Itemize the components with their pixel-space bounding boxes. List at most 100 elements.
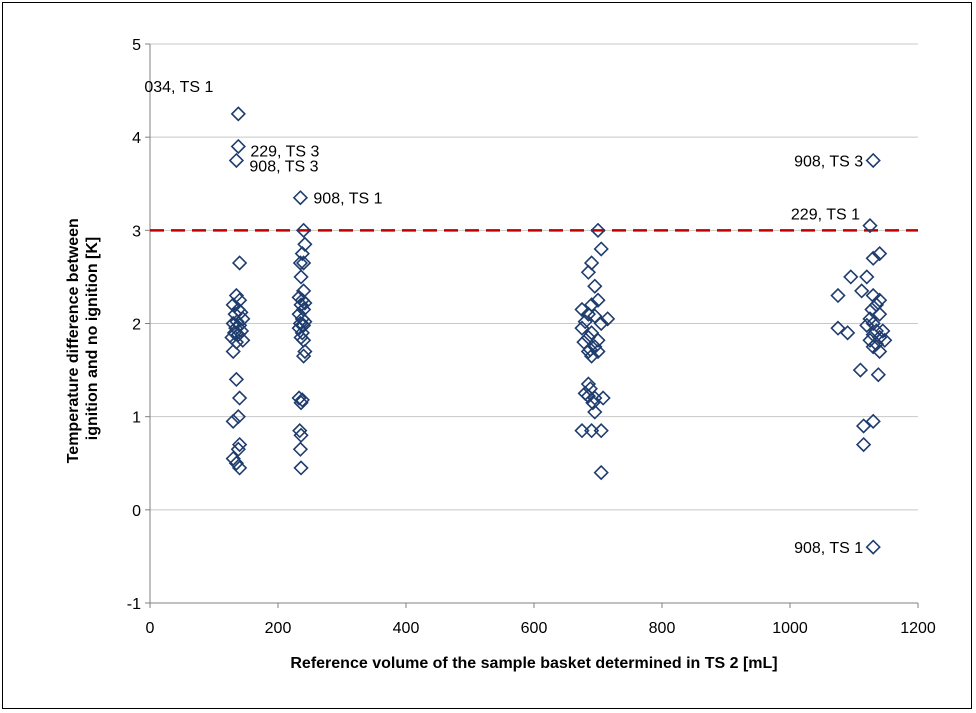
data-point [293,297,309,313]
data-point [862,218,878,234]
y-tick-label: 1 [132,410,141,427]
point-annotation: 229, TS 3 [250,143,319,160]
data-point [865,250,881,266]
data-point [593,241,609,257]
y-tick-label: 3 [132,223,141,240]
data-point [590,332,606,348]
data-point [593,315,609,332]
data-point [292,190,309,206]
data-point [292,255,309,271]
data-point [231,460,248,476]
data-point [865,152,881,169]
data-point [599,311,616,327]
data-point [862,311,878,327]
data-point [587,404,603,420]
data-point [852,362,869,378]
gridlines [150,43,918,511]
data-point [864,301,880,318]
data-point [593,423,609,439]
y-tick-label: -1 [127,596,141,613]
point-annotation: 908, TS 3 [249,158,318,175]
data-point [294,325,310,341]
axes [145,43,919,608]
data-point [295,317,312,333]
data-point [587,278,603,294]
data-points [224,106,893,555]
data-point [297,295,313,311]
data-point [228,152,245,169]
data-point [871,343,888,360]
data-point [862,332,878,348]
data-point [574,301,590,318]
data-point [293,427,309,443]
point-annotation: 229, TS 1 [791,207,860,224]
data-point [865,539,881,555]
data-point [297,343,313,360]
data-point [295,348,312,364]
data-point [231,390,248,406]
data-point [855,418,872,434]
data-point [854,283,870,299]
data-point [225,413,241,429]
data-point [291,320,307,336]
data-point [590,222,606,238]
data-point [590,292,606,308]
data-point [859,269,875,285]
data-point [843,269,859,285]
data-point [293,269,309,285]
data-point [292,423,308,439]
data-point [292,315,309,332]
data-point [595,390,611,406]
point-annotation: 908, TS 1 [794,540,863,557]
x-tick-label: 400 [393,620,420,637]
data-point [293,395,309,411]
y-tick-label: 2 [132,317,141,334]
data-point [593,464,609,481]
y-axis-title-line-1: Temperature difference between [65,218,82,463]
data-point [583,423,600,439]
data-point [590,343,606,360]
data-point [580,264,597,280]
data-point [865,339,881,355]
y-axis-title-line-2: ignition and no ignition [K] [84,237,101,441]
data-point [226,325,243,341]
data-point [585,395,601,411]
data-point [839,325,856,341]
data-point [295,255,312,271]
data-point [871,245,888,262]
x-tick-label: 1000 [772,620,808,637]
x-tick-label: 800 [649,620,676,637]
data-point [583,348,600,364]
data-point [291,390,307,406]
data-point [230,106,246,122]
point-annotation: 908, TS 3 [794,153,863,170]
data-point [230,138,246,155]
data-point [875,323,891,339]
data-point [859,317,875,333]
x-tick-label: 0 [146,620,155,637]
tick-labels: -1 0 1 2 3 4 5 0 200 400 600 800 1000 1200 [127,37,936,637]
data-point [230,441,246,457]
data-point [294,392,310,408]
data-point [231,255,248,271]
point-annotation: 908, TS 1 [313,191,382,208]
data-point [293,460,309,476]
data-point [228,371,245,388]
x-tick-label: 600 [521,620,548,637]
data-point [225,450,241,467]
data-point [292,441,309,457]
y-tick-label: 0 [132,503,141,520]
data-point [871,306,888,322]
data-point [295,222,312,238]
x-axis-title: Reference volume of the sample basket de… [290,655,777,672]
data-point [577,314,593,330]
data-point [294,245,310,262]
data-point [877,332,893,348]
data-point [830,320,846,336]
data-point [855,436,872,453]
data-point [227,306,243,322]
x-tick-label: 1200 [900,620,936,637]
